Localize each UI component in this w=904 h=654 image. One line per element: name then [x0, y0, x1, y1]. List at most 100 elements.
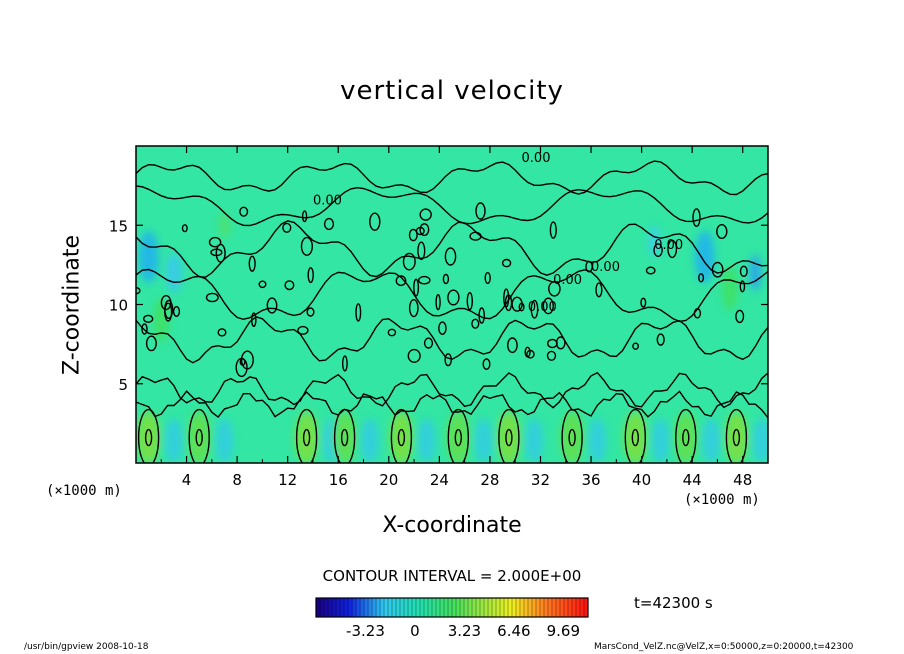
x-unit-label: (×1000 m) — [684, 492, 760, 508]
contour-cell — [250, 312, 257, 328]
contour-cell — [172, 306, 181, 318]
contour-cell — [511, 296, 523, 312]
contour-cell — [503, 288, 510, 308]
surface-cell-contour — [390, 408, 413, 463]
contour-cell — [142, 314, 154, 323]
contour-cell — [716, 223, 728, 239]
contour-cell — [307, 267, 314, 284]
y-unit-label: (×1000 m) — [46, 483, 122, 499]
surface-cell-contour — [498, 408, 520, 463]
surface-cell-core — [631, 428, 639, 447]
contour-value-label: 0.00 — [654, 238, 683, 253]
contour-cell — [645, 266, 656, 275]
contour-cell — [408, 299, 419, 318]
contour-cell — [417, 275, 431, 285]
contour-cell — [215, 243, 226, 263]
contour-cell — [341, 355, 348, 372]
chart-title: vertical velocity — [340, 76, 564, 106]
contour-cell — [417, 241, 426, 261]
contour-cell — [542, 297, 554, 315]
surface-cell-contour — [295, 408, 318, 463]
contour-cell — [739, 265, 748, 277]
contour-cell — [164, 302, 173, 322]
contour-cell — [413, 278, 420, 297]
contour-cell — [217, 328, 227, 337]
contour-cell — [369, 212, 381, 231]
contour-cell — [208, 236, 222, 248]
contour-cell — [300, 236, 314, 256]
surface-cell-core — [505, 428, 513, 447]
contour-cell — [447, 289, 460, 306]
contour-cell — [484, 272, 491, 285]
x-tick-label: 40 — [632, 471, 651, 489]
contour-cell — [419, 223, 430, 237]
contour-cell — [507, 337, 518, 354]
contour-value-label: 0.00 — [591, 260, 620, 275]
contour-cell — [145, 335, 157, 352]
contour-cell — [181, 224, 188, 233]
contour-cell — [518, 302, 525, 312]
x-tick-label: 32 — [531, 471, 550, 489]
contour-cell — [444, 247, 457, 266]
contour-cell — [501, 258, 512, 268]
colorbar-tick-label: 0 — [410, 622, 420, 640]
contour-cell — [595, 282, 603, 298]
contour-cell — [640, 297, 647, 308]
contour-cell — [698, 273, 705, 283]
surface-cell-core — [340, 428, 349, 447]
contour-cell — [239, 206, 249, 217]
contour-cell — [402, 252, 416, 271]
contour-cell — [205, 292, 219, 303]
contour-cell — [235, 357, 248, 378]
contour-cell — [407, 348, 421, 363]
contour-cell — [423, 337, 434, 349]
contour-cell — [653, 243, 663, 258]
contour-cell — [711, 261, 724, 278]
contour-interval-text: CONTOUR INTERVAL = 2.000E+00 — [322, 567, 582, 585]
contour-cell — [693, 308, 702, 319]
surface-cell-contour — [561, 408, 583, 463]
y-tick-label: 10 — [109, 297, 128, 315]
colorbar-tick-label: 6.46 — [497, 622, 530, 640]
contour-cell — [442, 273, 450, 285]
surface-cell-contour — [188, 408, 210, 463]
surface-cell-core — [732, 428, 741, 447]
contour-cell — [408, 228, 418, 242]
y-axis-label: Z-coordinate — [59, 235, 85, 375]
footer-right-text: MarsCond_VelZ.nc@VelZ,x=0:50000,z=0:2000… — [594, 642, 854, 652]
contour-cell — [739, 280, 746, 293]
contour-value-label: 0.00 — [553, 273, 582, 288]
contour-cell — [667, 239, 678, 259]
contour-cell — [387, 328, 397, 337]
contour-cell — [297, 325, 309, 335]
surface-cell-contour — [675, 408, 697, 463]
surface-cell-contour — [624, 408, 646, 463]
contour-cell — [248, 255, 256, 272]
contour-line — [136, 390, 768, 419]
x-tick-label: 48 — [733, 471, 752, 489]
contour-cell — [282, 222, 292, 233]
contour-cell — [419, 208, 432, 221]
x-tick-label: 4 — [182, 471, 192, 489]
contour-line — [136, 316, 768, 364]
contour-cell — [323, 217, 335, 231]
contour-cell — [548, 280, 561, 297]
contour-cell — [524, 346, 531, 358]
contour-line — [136, 371, 768, 409]
contour-cell — [547, 338, 558, 349]
contour-cell — [466, 292, 473, 311]
contour-cell — [284, 280, 295, 291]
x-tick-label: 16 — [329, 471, 348, 489]
surface-cell-contour — [333, 408, 356, 463]
x-tick-label: 28 — [480, 471, 499, 489]
contour-cell — [478, 307, 486, 324]
surface-cell-core — [397, 428, 406, 447]
y-tick-label: 15 — [109, 217, 128, 235]
contour-cell — [471, 318, 480, 329]
contour-cell — [438, 321, 447, 336]
contour-cell — [692, 208, 701, 228]
contour-cell — [258, 280, 267, 289]
contour-cell — [469, 231, 482, 241]
contour-cell — [395, 275, 407, 287]
